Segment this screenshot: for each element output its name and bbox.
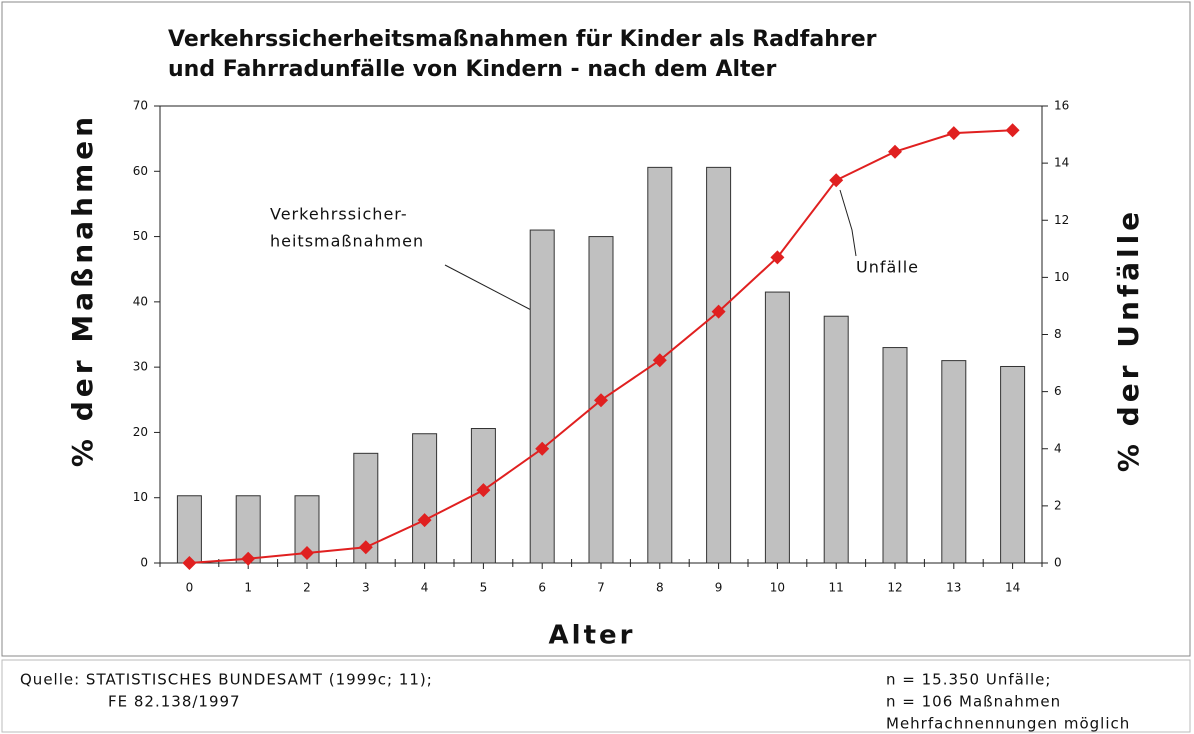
- y-tick-label: 50: [133, 229, 148, 243]
- chart-title: und Fahrradunfälle von Kindern - nach de…: [168, 57, 776, 82]
- annotation: Verkehrssicher-: [270, 205, 408, 224]
- marker: [476, 483, 491, 498]
- y2-tick-label: 16: [1054, 99, 1069, 113]
- marker: [946, 126, 961, 141]
- y-tick-label: 20: [133, 425, 148, 439]
- y2-tick-label: 2: [1054, 498, 1062, 512]
- bar: [1000, 365, 1026, 564]
- bar: [412, 433, 438, 564]
- y2-tick-label: 14: [1054, 156, 1069, 170]
- y2-tick-label: 12: [1054, 213, 1069, 227]
- bar: [823, 315, 849, 564]
- footer-source: Quelle: STATISTISCHES BUNDESAMT (1999c; …: [20, 671, 433, 689]
- marker: [711, 304, 726, 319]
- marker: [535, 441, 550, 456]
- y-axis-label: % der Maßnahmen: [66, 113, 99, 467]
- bar: [176, 495, 202, 564]
- annotation: heitsmaßnahmen: [270, 232, 424, 251]
- marker: [182, 556, 197, 570]
- y-tick-label: 10: [133, 490, 148, 504]
- annotation: Unfälle: [856, 258, 919, 277]
- bar: [529, 229, 555, 564]
- y2-tick-label: 0: [1054, 556, 1062, 570]
- marker: [770, 250, 785, 265]
- x-tick-label: 11: [829, 581, 844, 595]
- x-tick-label: 5: [480, 581, 488, 595]
- x-axis-label: Alter: [549, 621, 636, 651]
- x-tick-label: 7: [597, 581, 605, 595]
- x-tick-label: 12: [887, 581, 902, 595]
- x-tick-label: 9: [715, 581, 723, 595]
- footer-note: n = 106 Maßnahmen: [886, 693, 1061, 711]
- y2-tick-label: 4: [1054, 441, 1062, 455]
- marker: [888, 144, 902, 159]
- x-tick-label: 8: [656, 581, 664, 595]
- x-tick-label: 1: [244, 581, 252, 595]
- y-tick-label: 30: [133, 360, 148, 374]
- x-tick-label: 0: [186, 581, 194, 595]
- x-tick-label: 6: [538, 581, 546, 595]
- chart-title: Verkehrssicherheitsmaßnahmen für Kinder …: [168, 27, 877, 52]
- marker: [1005, 123, 1020, 138]
- marker: [594, 393, 608, 408]
- bar: [882, 347, 908, 564]
- marker: [241, 551, 256, 566]
- x-tick-label: 2: [303, 581, 311, 595]
- marker: [300, 546, 314, 561]
- marker: [417, 513, 432, 528]
- bar: [706, 166, 732, 564]
- footer-source: FE 82.138/1997: [108, 693, 241, 711]
- y2-tick-label: 6: [1054, 384, 1062, 398]
- x-tick-label: 14: [1005, 581, 1020, 595]
- y-tick-label: 60: [133, 164, 148, 178]
- y-tick-label: 0: [140, 556, 148, 570]
- x-tick-label: 10: [770, 581, 785, 595]
- y2-axis-label: % der Unfälle: [1112, 208, 1145, 472]
- annotation-leader: [444, 264, 536, 313]
- y2-tick-label: 10: [1054, 270, 1069, 284]
- y2-tick-label: 8: [1054, 327, 1062, 341]
- y-tick-label: 40: [133, 294, 148, 308]
- x-tick-label: 13: [946, 581, 961, 595]
- marker: [652, 353, 667, 368]
- bar: [941, 360, 967, 564]
- x-tick-label: 3: [362, 581, 370, 595]
- x-tick-label: 4: [421, 581, 429, 595]
- footer-frame: [1, 659, 1191, 733]
- marker: [358, 540, 373, 555]
- footer-note: Mehrfachnennungen möglich: [886, 715, 1130, 733]
- bar: [764, 291, 790, 564]
- footer-note: n = 15.350 Unfälle;: [886, 671, 1051, 689]
- y-tick-label: 70: [133, 99, 148, 113]
- annotation-leader: [839, 189, 857, 257]
- chart-frame: [1, 1, 1191, 657]
- marker: [829, 173, 844, 188]
